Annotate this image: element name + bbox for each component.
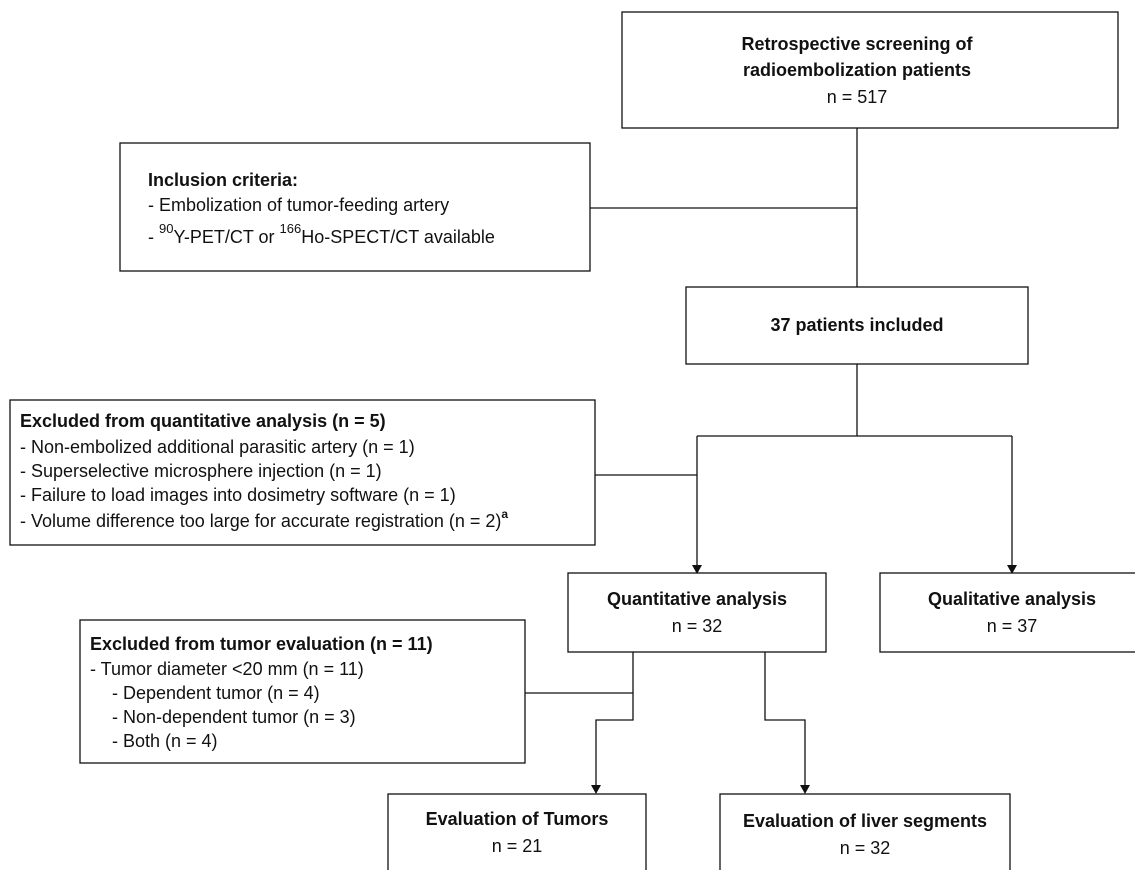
box-heading: Excluded from tumor evaluation (n = 11) xyxy=(90,634,433,654)
box xyxy=(719,793,1011,870)
box xyxy=(567,572,827,653)
box-title: Evaluation of Tumors xyxy=(426,809,609,829)
text: - xyxy=(148,227,159,247)
arrowhead xyxy=(800,785,810,794)
box-count: n = 21 xyxy=(492,836,543,856)
box-count: n = 32 xyxy=(840,838,891,858)
connectors xyxy=(525,128,1017,794)
box-title: radioembolization patients xyxy=(743,60,971,80)
criterion: - Embolization of tumor-feeding artery xyxy=(148,195,449,215)
box xyxy=(685,286,1029,365)
arrowhead xyxy=(1007,565,1017,574)
exclusion-item: - Superselective microsphere injection (… xyxy=(20,461,382,481)
exclusion-item: - Failure to load images into dosimetry … xyxy=(20,485,456,505)
box-heading: Excluded from quantitative analysis (n =… xyxy=(20,411,386,431)
box xyxy=(879,572,1135,653)
text: Ho-SPECT/CT available xyxy=(301,227,495,247)
box xyxy=(387,793,647,870)
footnote-mark: a xyxy=(501,507,508,521)
box-title: Retrospective screening of xyxy=(741,34,973,54)
text: Y-PET/CT or xyxy=(173,227,279,247)
superscript: 166 xyxy=(280,221,302,236)
box-title: Qualitative analysis xyxy=(928,589,1096,609)
box-count: n = 37 xyxy=(987,616,1038,636)
box-title: Quantitative analysis xyxy=(607,589,787,609)
connector xyxy=(764,652,806,785)
box-count: n = 517 xyxy=(827,87,888,107)
box-count: n = 32 xyxy=(672,616,723,636)
box xyxy=(79,619,526,764)
arrowhead xyxy=(591,785,601,794)
box xyxy=(621,11,1119,129)
box-heading: Inclusion criteria: xyxy=(148,170,298,190)
box xyxy=(9,399,596,546)
box xyxy=(119,142,591,272)
superscript: 90 xyxy=(159,221,173,236)
exclusion-item: - Non-embolized additional parasitic art… xyxy=(20,437,415,457)
box-title: 37 patients included xyxy=(770,315,943,335)
exclusion-subitem: - Dependent tumor (n = 4) xyxy=(112,683,320,703)
criterion: - 90Y-PET/CT or 166Ho-SPECT/CT available xyxy=(148,221,495,246)
exclusion-subitem: - Non-dependent tumor (n = 3) xyxy=(112,707,356,727)
box-title: Evaluation of liver segments xyxy=(743,811,987,831)
exclusion-item: - Volume difference too large for accura… xyxy=(20,507,508,531)
exclusion-item: - Tumor diameter <20 mm (n = 11) xyxy=(90,659,364,679)
arrowhead xyxy=(692,565,702,574)
text: - Volume difference too large for accura… xyxy=(20,511,501,531)
connector xyxy=(595,652,634,785)
exclusion-subitem: - Both (n = 4) xyxy=(112,731,218,751)
